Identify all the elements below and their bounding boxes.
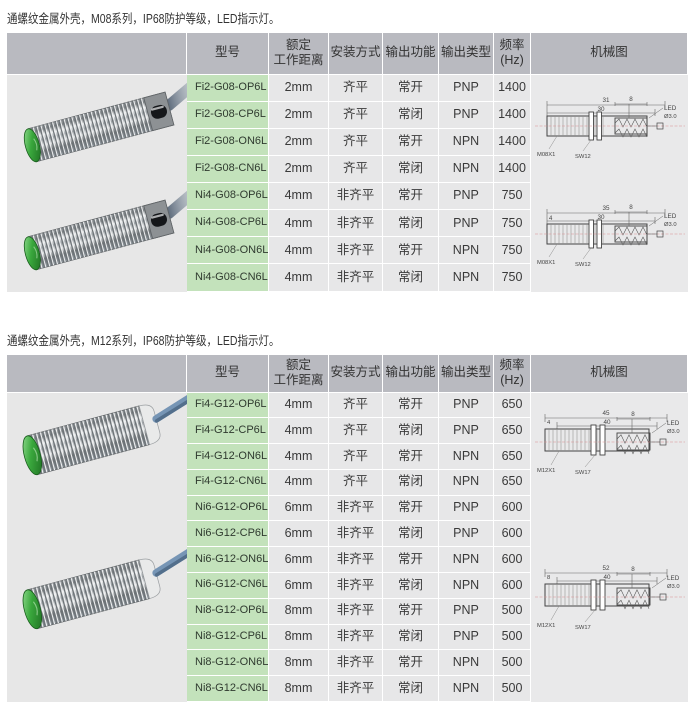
svg-text:SW12: SW12 xyxy=(575,262,591,268)
svg-text:M08X1: M08X1 xyxy=(537,152,555,158)
svg-text:M12X1: M12X1 xyxy=(537,623,555,629)
svg-text:LED: LED xyxy=(664,213,677,220)
svg-text:8: 8 xyxy=(629,204,633,211)
svg-text:4: 4 xyxy=(547,420,551,426)
svg-text:45: 45 xyxy=(602,410,610,417)
svg-text:Ø3.0: Ø3.0 xyxy=(667,429,680,435)
svg-text:SW17: SW17 xyxy=(575,625,591,631)
svg-text:8: 8 xyxy=(631,411,635,418)
svg-text:Ø3.0: Ø3.0 xyxy=(667,584,680,590)
svg-text:Ø3.0: Ø3.0 xyxy=(664,114,677,120)
svg-text:LED: LED xyxy=(667,575,680,582)
svg-text:52: 52 xyxy=(602,565,610,572)
svg-text:8: 8 xyxy=(629,96,633,103)
svg-text:M12X1: M12X1 xyxy=(537,468,555,474)
svg-text:8: 8 xyxy=(547,575,550,581)
svg-text:35: 35 xyxy=(602,205,610,212)
svg-text:Ø3.0: Ø3.0 xyxy=(664,222,677,228)
svg-text:SW12: SW12 xyxy=(575,154,591,160)
svg-text:M08X1: M08X1 xyxy=(537,260,555,266)
svg-text:SW17: SW17 xyxy=(575,470,591,476)
svg-text:LED: LED xyxy=(664,105,677,112)
svg-text:8: 8 xyxy=(631,566,635,573)
svg-text:31: 31 xyxy=(602,97,610,104)
svg-text:LED: LED xyxy=(667,420,680,427)
